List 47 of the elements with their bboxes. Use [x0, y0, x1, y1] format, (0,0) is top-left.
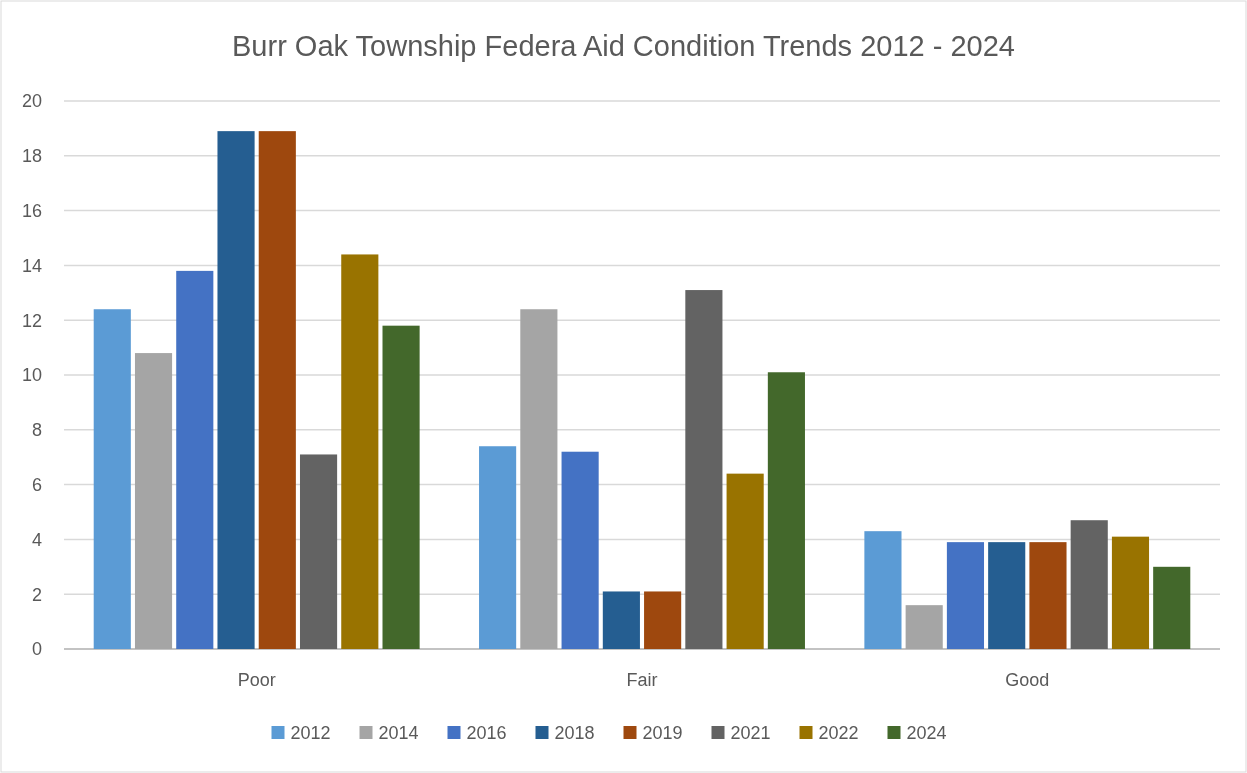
bar — [946, 542, 985, 649]
bar — [258, 131, 296, 649]
y-tick-label: 12 — [21, 310, 42, 331]
bar — [479, 446, 517, 649]
legend-label: 2016 — [466, 723, 507, 744]
legend-label: 2014 — [378, 723, 419, 744]
bar — [1070, 520, 1108, 649]
legend-label: 2018 — [554, 723, 595, 744]
bar — [134, 353, 173, 649]
bar — [176, 270, 214, 649]
x-tick-label: Poor — [237, 670, 276, 690]
y-tick-label: 20 — [21, 91, 42, 112]
y-tick-label: 18 — [21, 146, 42, 167]
x-tick-label: Good — [1005, 670, 1050, 690]
bar — [602, 591, 640, 649]
bar — [561, 451, 599, 649]
bar — [726, 473, 764, 649]
y-tick-label: 10 — [21, 365, 42, 386]
bar — [93, 309, 131, 649]
legend-label: 2024 — [906, 723, 947, 744]
legend-label: 2022 — [818, 723, 859, 744]
bar — [1153, 566, 1191, 649]
bar — [644, 591, 682, 649]
bar — [1111, 536, 1150, 649]
y-tick-label: 8 — [31, 420, 42, 441]
bar — [382, 325, 420, 649]
y-tick-label: 14 — [21, 255, 42, 276]
y-tick-label: 4 — [31, 529, 42, 550]
y-tick-label: 2 — [31, 584, 42, 605]
bar — [767, 372, 805, 649]
chart-title: Burr Oak Township Federa Aid Condition Trends 2012 - 2024 — [232, 30, 1015, 62]
bar — [905, 605, 943, 649]
bar — [217, 131, 255, 649]
bar — [341, 254, 379, 649]
bar — [1029, 542, 1067, 649]
x-tick-label: Fair — [626, 670, 658, 690]
bar — [520, 309, 558, 649]
legend-label: 2019 — [642, 723, 683, 744]
y-tick-label: 6 — [31, 474, 42, 495]
legend-label: 2012 — [290, 723, 331, 744]
legend-label: 2021 — [730, 723, 771, 744]
bar — [685, 290, 723, 649]
y-tick-label: 16 — [21, 200, 42, 221]
y-tick-label: 0 — [31, 639, 42, 660]
bar — [299, 454, 338, 649]
bar — [988, 542, 1026, 649]
bar — [864, 531, 902, 649]
